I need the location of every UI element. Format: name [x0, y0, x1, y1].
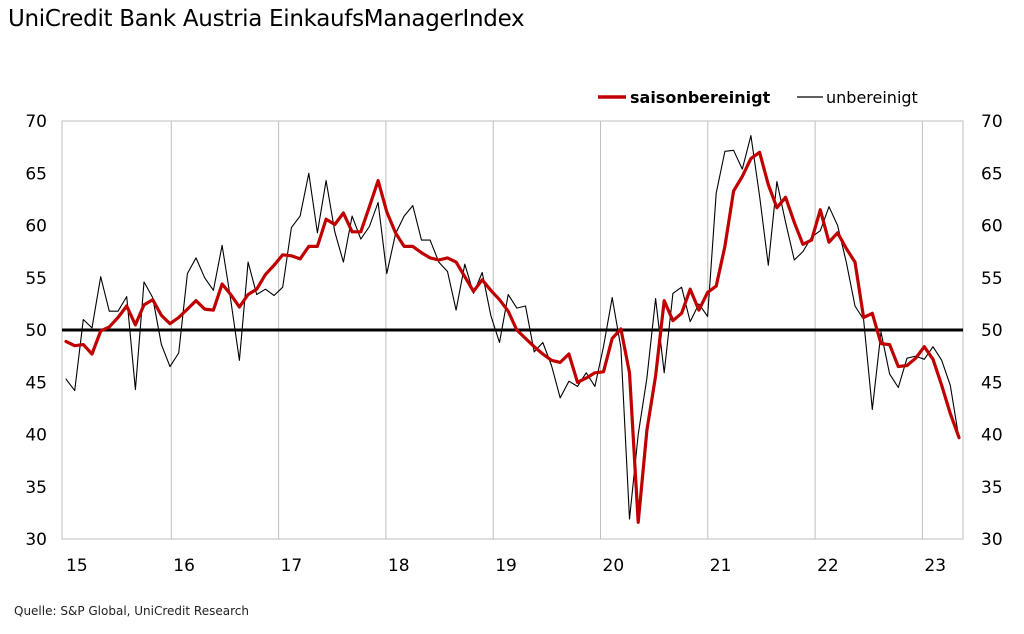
y-tick-label-left: 65 — [25, 164, 47, 184]
x-tick-label: 17 — [281, 556, 303, 576]
y-tick-label-right: 35 — [981, 478, 1003, 498]
legend: saisonbereinigt unbereinigt — [598, 88, 918, 107]
y-tick-label-right: 70 — [981, 112, 1003, 132]
x-tick-label: 16 — [173, 556, 195, 576]
y-tick-label-left: 50 — [25, 321, 47, 341]
series-line-saisonbereinigt — [64, 150, 961, 524]
y-tick-label-right: 65 — [981, 164, 1003, 184]
x-tick-label: 22 — [817, 556, 839, 576]
legend-label-saisonbereinigt: saisonbereinigt — [630, 88, 771, 107]
x-tick-label: 15 — [66, 556, 88, 576]
y-tick-label-left: 35 — [25, 478, 47, 498]
y-tick-label-right: 55 — [981, 269, 1003, 289]
chart-title: UniCredit Bank Austria EinkaufsManagerIn… — [8, 6, 525, 32]
series-line-unbereinigt — [65, 135, 960, 520]
y-tick-label-right: 60 — [981, 217, 1003, 237]
y-tick-label-left: 70 — [25, 112, 47, 132]
source-note: Quelle: S&P Global, UniCredit Research — [14, 604, 249, 618]
x-tick-label: 20 — [603, 556, 625, 576]
legend-label-unbereinigt: unbereinigt — [826, 88, 918, 107]
x-tick-label: 21 — [710, 556, 732, 576]
y-tick-label-right: 45 — [981, 373, 1003, 393]
y-tick-label-right: 30 — [981, 530, 1003, 550]
y-tick-label-left: 60 — [25, 217, 47, 237]
series-layer — [64, 135, 961, 524]
x-tick-label: 18 — [388, 556, 410, 576]
x-tick-label: 19 — [495, 556, 517, 576]
y-tick-label-right: 40 — [981, 426, 1003, 446]
y-tick-label-right: 50 — [981, 321, 1003, 341]
axes: 15 16 17 18 19 20 21 22 23 30 30 35 35 40 40 45 45 50 50 55… — [25, 112, 1002, 576]
y-tick-label-left: 30 — [25, 530, 47, 550]
y-tick-label-left: 45 — [25, 373, 47, 393]
y-tick-label-left: 55 — [25, 269, 47, 289]
y-tick-label-left: 40 — [25, 426, 47, 446]
x-tick-label: 23 — [924, 556, 946, 576]
